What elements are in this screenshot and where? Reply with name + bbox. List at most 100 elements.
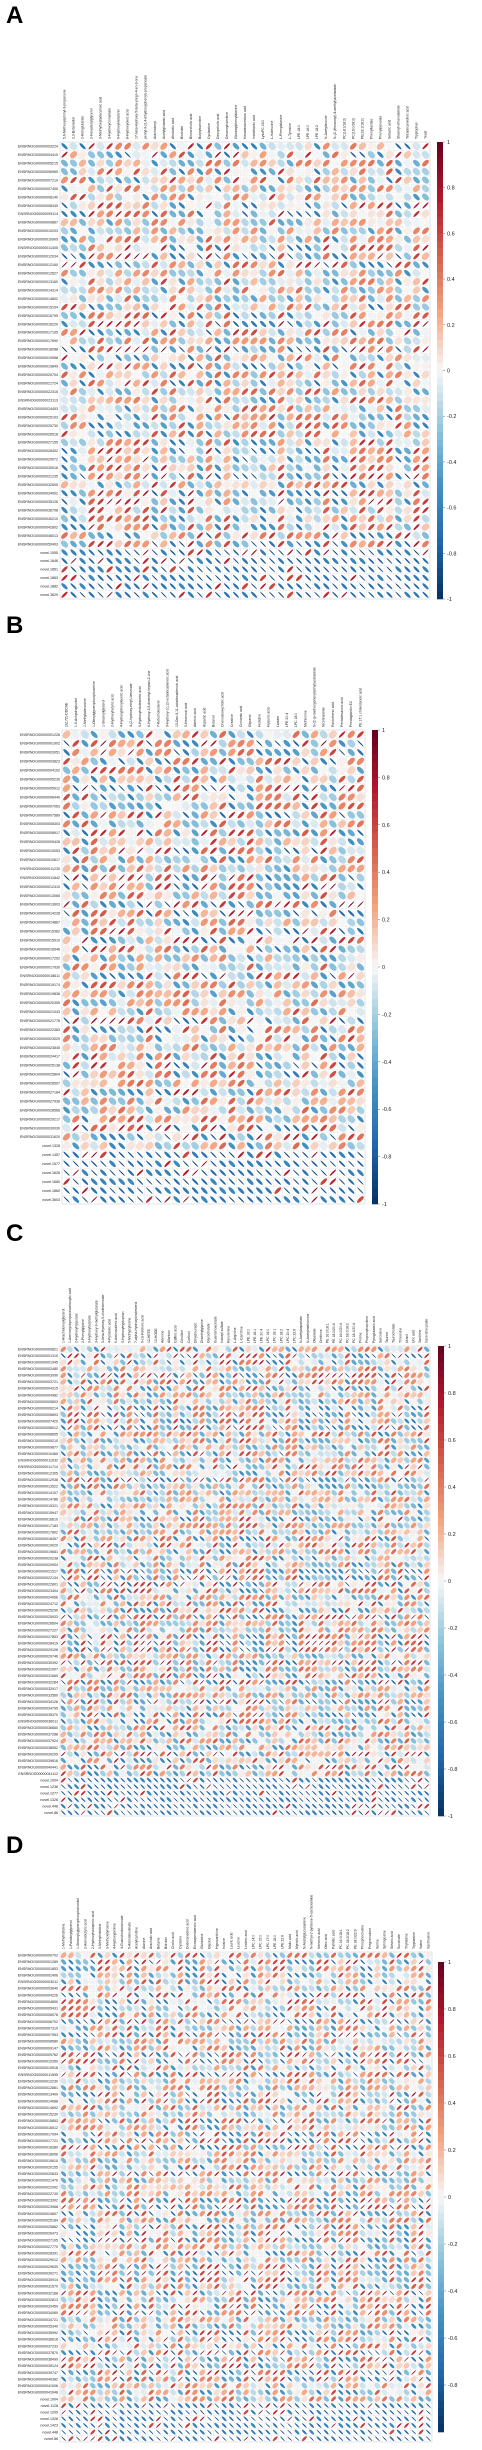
correlation-ellipse xyxy=(329,1106,337,1114)
correlation-ellipse xyxy=(79,210,86,218)
correlation-ellipse xyxy=(228,1133,236,1141)
correlation-ellipse xyxy=(187,269,195,277)
correlation-ellipse xyxy=(371,1346,377,1352)
row-label: ENSRNOG00000036011 xyxy=(18,1720,58,1724)
correlation-ellipse xyxy=(160,422,168,429)
correlation-ellipse xyxy=(246,945,255,953)
correlation-ellipse xyxy=(62,766,71,775)
correlation-ellipse xyxy=(219,1187,227,1194)
correlation-ellipse xyxy=(338,731,346,738)
correlation-ellipse xyxy=(241,176,249,185)
correlation-ellipse xyxy=(367,480,376,489)
column-label: 3-beta-Hydroxy-5-cholestenoate xyxy=(101,1294,105,1343)
correlation-ellipse xyxy=(255,1106,264,1115)
correlation-ellipse xyxy=(80,1379,86,1385)
correlation-ellipse xyxy=(259,506,267,514)
correlation-ellipse xyxy=(413,498,420,506)
correlation-ellipse xyxy=(413,261,420,269)
correlation-ellipse xyxy=(264,1142,273,1150)
correlation-ellipse xyxy=(187,481,195,489)
correlation-ellipse xyxy=(70,574,77,581)
correlation-ellipse xyxy=(187,490,194,497)
correlation-ellipse xyxy=(386,210,393,218)
correlation-ellipse xyxy=(153,1379,159,1385)
correlation-ellipse xyxy=(237,901,245,908)
correlation-ellipse xyxy=(87,294,96,303)
correlation-ellipse xyxy=(141,184,150,193)
correlation-ellipse xyxy=(255,873,264,882)
correlation-ellipse xyxy=(200,1079,209,1088)
correlation-ellipse xyxy=(367,430,376,438)
row-label: ENSRNOG00000010617 xyxy=(20,858,60,862)
correlation-ellipse xyxy=(340,269,349,278)
correlation-ellipse xyxy=(232,1366,238,1372)
correlation-ellipse xyxy=(239,1373,245,1378)
correlation-ellipse xyxy=(359,506,366,514)
correlation-ellipse xyxy=(349,379,358,387)
correlation-ellipse xyxy=(133,498,140,505)
correlation-ellipse xyxy=(123,193,132,202)
correlation-ellipse xyxy=(332,540,339,548)
correlation-ellipse xyxy=(292,963,300,971)
correlation-ellipse xyxy=(118,1133,126,1141)
correlation-ellipse xyxy=(264,1106,273,1114)
correlation-ellipse xyxy=(394,371,402,379)
correlation-ellipse xyxy=(179,1398,186,1405)
correlation-ellipse xyxy=(250,439,258,446)
correlation-ellipse xyxy=(118,1106,126,1114)
correlation-ellipse xyxy=(106,151,114,159)
column-label: 9-Hydroxy-10,12-octadecadienoic acid xyxy=(166,669,170,727)
correlation-ellipse xyxy=(313,311,322,320)
correlation-ellipse xyxy=(182,972,190,980)
correlation-ellipse xyxy=(274,811,282,819)
correlation-ellipse xyxy=(86,1405,93,1412)
correlation-ellipse xyxy=(196,303,204,311)
correlation-ellipse xyxy=(78,184,87,193)
correlation-ellipse xyxy=(304,286,312,294)
correlation-ellipse xyxy=(319,980,328,989)
correlation-ellipse xyxy=(160,142,168,150)
correlation-ellipse xyxy=(173,918,181,926)
correlation-ellipse xyxy=(127,918,135,926)
correlation-ellipse xyxy=(209,1025,218,1034)
correlation-ellipse xyxy=(160,523,168,531)
row-label: ENSRNOG00000009867 xyxy=(18,221,58,225)
row-label: ENSRNOG00000036708 xyxy=(18,508,58,512)
correlation-ellipse xyxy=(169,202,177,209)
correlation-ellipse xyxy=(127,855,135,864)
correlation-ellipse xyxy=(205,337,213,345)
correlation-ellipse xyxy=(371,1353,377,1359)
correlation-ellipse xyxy=(186,1405,192,1411)
correlation-ellipse xyxy=(292,810,301,819)
correlation-ellipse xyxy=(70,210,77,218)
correlation-ellipse xyxy=(292,802,301,810)
correlation-ellipse xyxy=(422,540,429,548)
correlation-ellipse xyxy=(164,874,171,881)
correlation-ellipse xyxy=(78,244,87,252)
correlation-ellipse xyxy=(304,404,312,413)
correlation-ellipse xyxy=(99,1052,108,1061)
ellipse-grid xyxy=(61,729,366,1205)
correlation-ellipse xyxy=(99,1097,107,1105)
correlation-ellipse xyxy=(99,1365,107,1372)
correlation-ellipse xyxy=(305,151,312,158)
column-label: LPC 22:6 xyxy=(293,1329,297,1343)
column-label: LPC 18:2 xyxy=(279,1329,283,1343)
correlation-ellipse xyxy=(139,1365,146,1372)
correlation-ellipse xyxy=(90,730,98,738)
correlation-ellipse xyxy=(123,286,132,294)
correlation-ellipse xyxy=(151,151,158,158)
correlation-ellipse xyxy=(338,1187,346,1194)
correlation-ellipse xyxy=(178,439,185,446)
correlation-ellipse xyxy=(70,261,77,268)
correlation-ellipse xyxy=(124,346,131,353)
correlation-ellipse xyxy=(187,193,195,201)
correlation-ellipse xyxy=(338,1070,346,1079)
column-label: Arachidonyl xyxy=(153,121,157,139)
correlation-ellipse xyxy=(301,1088,310,1097)
correlation-ellipse xyxy=(367,151,375,159)
correlation-ellipse xyxy=(196,430,204,438)
correlation-ellipse xyxy=(338,784,346,792)
correlation-ellipse xyxy=(109,972,116,980)
correlation-ellipse xyxy=(178,253,185,260)
